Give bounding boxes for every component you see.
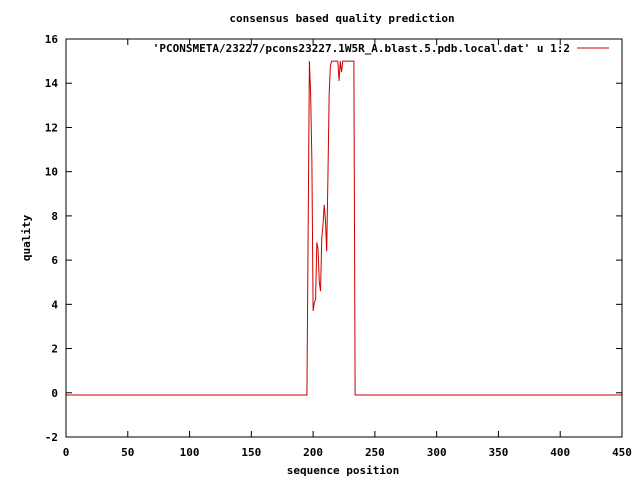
x-axis-label: sequence position bbox=[287, 464, 400, 477]
y-tick-label: 12 bbox=[45, 121, 58, 134]
x-tick-label: 200 bbox=[303, 446, 323, 459]
x-tick-label: 300 bbox=[427, 446, 447, 459]
legend: 'PCONSMETA/23227/pcons23227.1W5R_A.blast… bbox=[153, 42, 609, 55]
y-tick-label: 4 bbox=[51, 298, 58, 311]
axis-ticks: 0 50 100 150 200 250 300 350 400 450 -2 0 2 4 6 8 10 12 14… bbox=[45, 33, 632, 459]
plot-frame bbox=[65, 38, 623, 438]
chart-title: consensus based quality prediction bbox=[229, 12, 454, 25]
legend-label: 'PCONSMETA/23227/pcons23227.1W5R_A.blast… bbox=[153, 42, 570, 55]
plot-series bbox=[66, 60, 622, 396]
x-tick-label: 150 bbox=[241, 446, 261, 459]
x-tick-label: 450 bbox=[612, 446, 632, 459]
x-tick-label: 100 bbox=[180, 446, 200, 459]
x-tick-label: 0 bbox=[63, 446, 70, 459]
y-tick-label: 2 bbox=[51, 343, 58, 356]
x-tick-label: 350 bbox=[489, 446, 509, 459]
y-axis-label: quality bbox=[20, 214, 33, 261]
y-tick-label: 8 bbox=[51, 210, 58, 223]
x-tick-label: 250 bbox=[365, 446, 385, 459]
y-tick-label: 16 bbox=[45, 33, 59, 46]
y-tick-label: -2 bbox=[45, 431, 58, 444]
y-tick-label: 10 bbox=[45, 166, 58, 179]
y-tick-label: 6 bbox=[51, 254, 58, 267]
x-tick-label: 400 bbox=[550, 446, 570, 459]
series-line-0 bbox=[66, 60, 622, 396]
x-tick-label: 50 bbox=[121, 446, 134, 459]
y-tick-label: 0 bbox=[51, 387, 58, 400]
y-tick-label: 14 bbox=[45, 77, 59, 90]
